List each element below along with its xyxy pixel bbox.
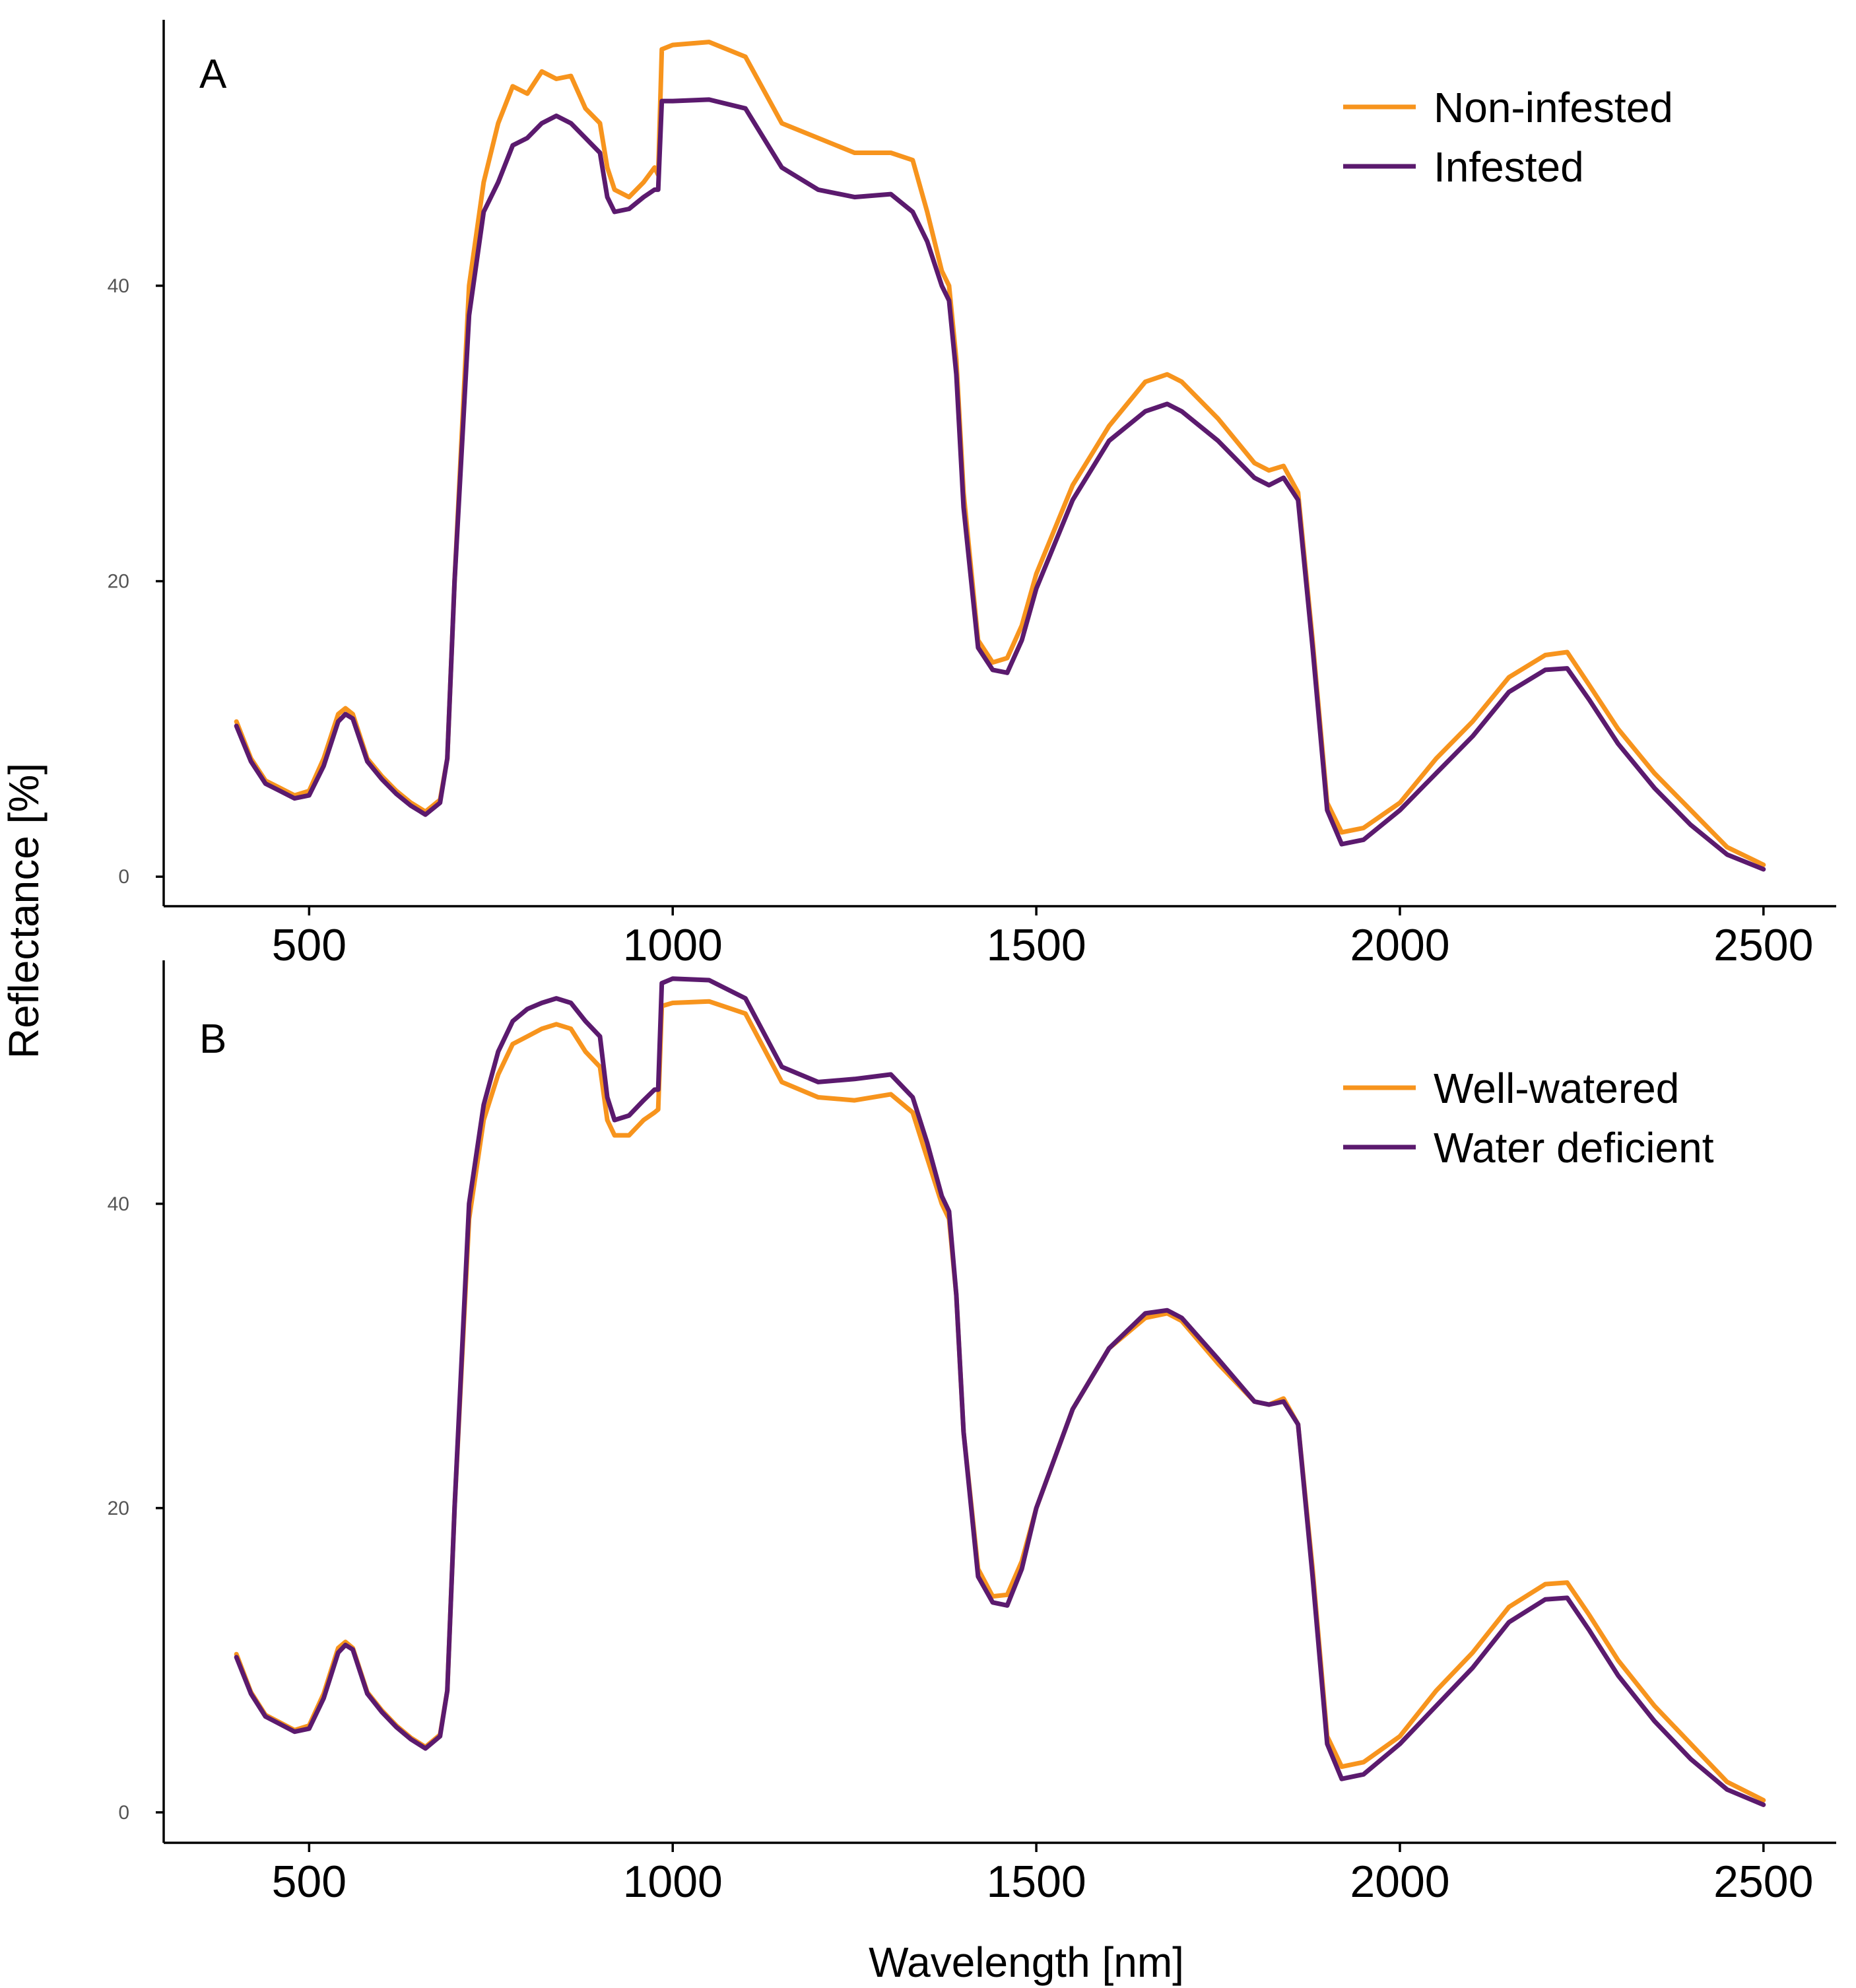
y-tick-label: 20 bbox=[108, 1498, 129, 1519]
y-tick-label: 40 bbox=[108, 1193, 129, 1215]
x-tick-label: 2000 bbox=[1350, 1857, 1449, 1907]
series-group bbox=[234, 976, 1766, 1807]
y-tick-label: 40 bbox=[108, 275, 129, 297]
panel-a: 500 1000 1500 2000 2500 0 20 40 A Non-infested … bbox=[108, 20, 1836, 970]
y-tick-label: 20 bbox=[108, 571, 129, 593]
series-line-well-watered bbox=[234, 999, 1766, 1803]
y-tick-label: 0 bbox=[118, 1802, 129, 1824]
x-tick-label: 1000 bbox=[623, 1857, 723, 1907]
legend-label-water-deficient: Water deficient bbox=[1434, 1124, 1714, 1172]
series-group bbox=[234, 40, 1766, 872]
panel-label: A bbox=[199, 51, 227, 97]
x-tick-label: 2000 bbox=[1350, 920, 1449, 970]
legend-label-infested: Infested bbox=[1434, 143, 1584, 191]
x-axis-title: Wavelength [nm] bbox=[869, 1938, 1184, 1986]
panel-b: 500 1000 1500 2000 2500 0 20 40 B Well-watered … bbox=[108, 960, 1836, 1907]
x-tick-label: 1500 bbox=[986, 920, 1086, 970]
legend: Well-watered Water deficient bbox=[1343, 1065, 1714, 1172]
x-tick-label: 1500 bbox=[986, 1857, 1086, 1907]
x-tick-label: 500 bbox=[272, 1857, 347, 1907]
series-line-water-deficient bbox=[234, 976, 1766, 1807]
legend: Non-infested Infested bbox=[1343, 84, 1673, 191]
legend-label-well-watered: Well-watered bbox=[1434, 1065, 1679, 1112]
panel-label: B bbox=[199, 1016, 226, 1062]
legend-label-non-infested: Non-infested bbox=[1434, 84, 1673, 131]
x-tick-label: 2500 bbox=[1713, 920, 1813, 970]
axis-ticks: 500 1000 1500 2000 2500 0 20 40 bbox=[108, 1193, 1814, 1907]
y-axis-title: Reflectance [%] bbox=[0, 763, 48, 1059]
y-tick-label: 0 bbox=[118, 866, 129, 888]
x-tick-label: 500 bbox=[272, 920, 347, 970]
series-line-infested bbox=[234, 97, 1766, 872]
x-tick-label: 1000 bbox=[623, 920, 723, 970]
x-tick-label: 2500 bbox=[1713, 1857, 1813, 1907]
axis-ticks: 500 1000 1500 2000 2500 0 20 40 bbox=[108, 275, 1814, 970]
